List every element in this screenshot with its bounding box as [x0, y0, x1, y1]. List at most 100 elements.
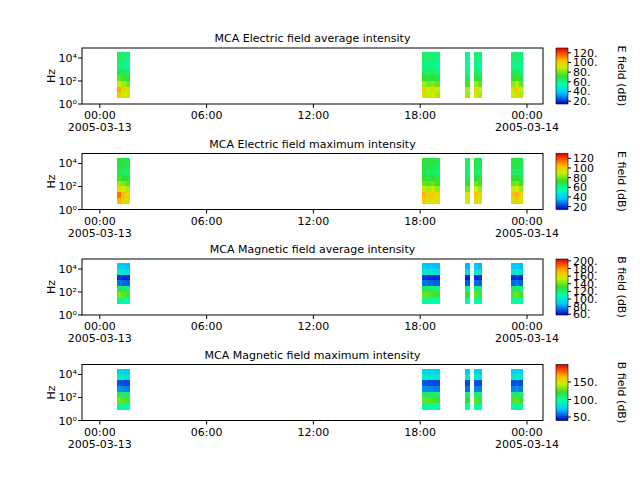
cell [126, 397, 130, 403]
cell [478, 181, 482, 187]
cell [478, 169, 482, 175]
cells [117, 52, 524, 98]
cell [519, 374, 523, 380]
y-axis-title: Hz [45, 280, 58, 294]
cell [511, 158, 515, 164]
cell [511, 169, 515, 175]
colorbar-tick [568, 417, 571, 418]
cell [431, 403, 435, 409]
cell [117, 298, 121, 304]
colorbar-tick [568, 306, 571, 307]
cell [465, 158, 470, 164]
x-tick [313, 210, 314, 214]
cell [519, 158, 523, 164]
cell [422, 64, 426, 70]
cell [478, 175, 482, 181]
cell [465, 64, 470, 70]
cell [474, 374, 478, 380]
x-tick-label: 00:002005-03-13 [68, 320, 132, 345]
colorbar-tick [568, 268, 571, 269]
x-tick-label: 12:00 [298, 426, 330, 439]
cell [422, 181, 426, 187]
cell [474, 386, 478, 392]
y-tick [78, 186, 82, 187]
colorbar-tick [568, 72, 571, 73]
colorbar-tick [568, 101, 571, 102]
colorbar-tick [568, 283, 571, 284]
cell [121, 263, 125, 269]
cell [465, 380, 470, 386]
cell [465, 386, 470, 392]
cell [121, 75, 125, 81]
cell [515, 92, 519, 98]
cell [422, 169, 426, 175]
cell [431, 386, 435, 392]
cell [465, 69, 470, 75]
colorbar-tick [568, 260, 571, 261]
cell [515, 81, 519, 87]
panel: MCA Electric field average intensity10⁰1… [45, 32, 628, 134]
cell [422, 386, 426, 392]
cell [431, 292, 435, 298]
y-tick [78, 57, 82, 58]
cell [422, 186, 426, 192]
cell [426, 369, 430, 375]
cell [431, 87, 435, 93]
cell [126, 198, 130, 204]
cell [126, 175, 130, 181]
cell [422, 369, 426, 375]
cell [117, 81, 121, 87]
colorbar-title: B field (dB) [615, 362, 628, 423]
x-tick-label: 18:00 [404, 426, 436, 439]
cell [126, 192, 130, 198]
cell [465, 397, 470, 403]
cell [478, 292, 482, 298]
cell [474, 186, 478, 192]
cell [519, 269, 523, 275]
cell [511, 298, 515, 304]
cell [474, 64, 478, 70]
cell [511, 275, 515, 281]
panel: MCA Magnetic field maximum intensity10⁰1… [45, 349, 628, 451]
cell [431, 280, 435, 286]
cell [117, 380, 121, 386]
cell [474, 169, 478, 175]
cell [519, 87, 523, 93]
x-tick-label: 00:002005-03-13 [68, 109, 132, 134]
cell [426, 163, 430, 169]
cell [465, 286, 470, 292]
cell [474, 380, 478, 386]
y-tick-label: 10⁴ [59, 263, 78, 276]
cell [474, 158, 478, 164]
cell [435, 397, 439, 403]
cell [435, 280, 439, 286]
cell [435, 186, 439, 192]
cell [422, 403, 426, 409]
cell [515, 286, 519, 292]
cell [422, 298, 426, 304]
cell [422, 158, 426, 164]
colorbar-tick [568, 382, 571, 383]
cell [117, 386, 121, 392]
cell [478, 58, 482, 64]
cell [117, 163, 121, 169]
cell [511, 286, 515, 292]
cell [465, 169, 470, 175]
cell [435, 64, 439, 70]
y-tick-label: 10² [59, 75, 77, 88]
cell [426, 198, 430, 204]
cell [511, 58, 515, 64]
cell [435, 286, 439, 292]
cell [435, 181, 439, 187]
y-tick [78, 315, 82, 316]
cells [117, 158, 524, 204]
x-tick [420, 421, 421, 425]
x-tick-label: 06:00 [191, 320, 223, 333]
x-tick-label: 18:00 [404, 215, 436, 228]
cell [465, 280, 470, 286]
cell [465, 58, 470, 64]
cell [422, 292, 426, 298]
panel-title: MCA Magnetic field maximum intensity [205, 349, 421, 362]
cell [117, 58, 121, 64]
cell [121, 374, 125, 380]
